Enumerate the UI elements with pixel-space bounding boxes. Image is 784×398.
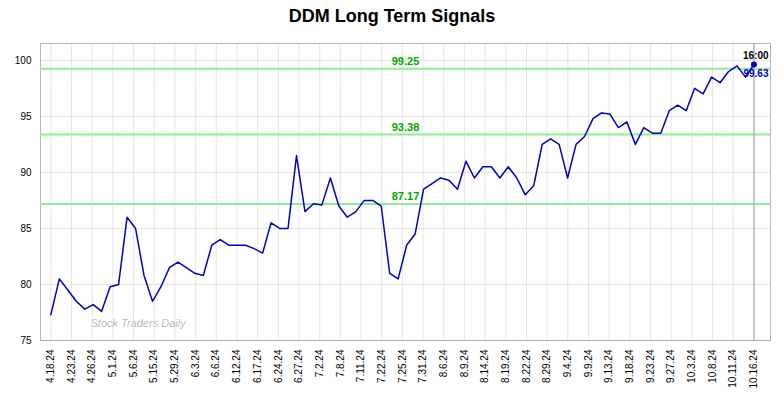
svg-text:16:00: 16:00: [743, 50, 769, 61]
svg-text:8.6.24: 8.6.24: [438, 349, 449, 377]
svg-text:80: 80: [20, 279, 32, 290]
svg-text:99.25: 99.25: [392, 55, 420, 67]
svg-text:75: 75: [20, 335, 32, 346]
svg-text:9.23.24: 9.23.24: [645, 349, 656, 383]
svg-text:8.29.24: 8.29.24: [541, 349, 552, 383]
svg-text:9.9.24: 9.9.24: [583, 349, 594, 377]
svg-text:99.63: 99.63: [743, 68, 768, 79]
svg-text:6.3.24: 6.3.24: [190, 349, 201, 377]
svg-text:7.8.24: 7.8.24: [335, 349, 346, 377]
svg-text:87.17: 87.17: [392, 190, 420, 202]
svg-text:85: 85: [20, 223, 32, 234]
svg-text:6.17.24: 6.17.24: [252, 349, 263, 383]
html-text:DDM Long Term Signals: DDM Long Term Signals: [288, 6, 496, 26]
svg-text:10.16.24: 10.16.24: [748, 349, 759, 388]
svg-text:6.6.24: 6.6.24: [210, 349, 221, 377]
svg-text:5.1.24: 5.1.24: [107, 349, 118, 377]
svg-text:10.3.24: 10.3.24: [686, 349, 697, 383]
svg-text:5.29.24: 5.29.24: [169, 349, 180, 383]
svg-text:5.6.24: 5.6.24: [128, 349, 139, 377]
svg-text:100: 100: [15, 55, 32, 66]
svg-text:Stock Traders Daily: Stock Traders Daily: [91, 317, 188, 329]
svg-text:5.15.24: 5.15.24: [148, 349, 159, 383]
svg-text:10.11.24: 10.11.24: [727, 349, 738, 388]
svg-text:4.23.24: 4.23.24: [66, 349, 77, 383]
svg-text:9.18.24: 9.18.24: [624, 349, 635, 383]
svg-text:9.4.24: 9.4.24: [562, 349, 573, 377]
svg-text:7.11.24: 7.11.24: [355, 349, 366, 382]
svg-text:6.12.24: 6.12.24: [231, 349, 242, 383]
svg-text:90: 90: [20, 167, 32, 178]
svg-text:9.27.24: 9.27.24: [665, 349, 676, 383]
svg-text:10.8.24: 10.8.24: [707, 349, 718, 383]
svg-text:4.26.24: 4.26.24: [86, 349, 97, 383]
svg-text:8.19.24: 8.19.24: [500, 349, 511, 383]
svg-text:7.22.24: 7.22.24: [376, 349, 387, 383]
svg-text:8.14.24: 8.14.24: [479, 349, 490, 383]
svg-text:93.38: 93.38: [392, 121, 420, 133]
svg-text:95: 95: [20, 111, 32, 122]
svg-text:6.27.24: 6.27.24: [293, 349, 304, 383]
svg-text:8.22.24: 8.22.24: [521, 349, 532, 383]
svg-text:4.18.24: 4.18.24: [45, 349, 56, 383]
svg-text:7.25.24: 7.25.24: [397, 349, 408, 383]
svg-text:7.2.24: 7.2.24: [314, 349, 325, 377]
svg-text:8.9.24: 8.9.24: [459, 349, 470, 377]
svg-text:9.13.24: 9.13.24: [603, 349, 614, 383]
svg-text:6.24.24: 6.24.24: [273, 349, 284, 383]
svg-text:7.31.24: 7.31.24: [417, 349, 428, 383]
